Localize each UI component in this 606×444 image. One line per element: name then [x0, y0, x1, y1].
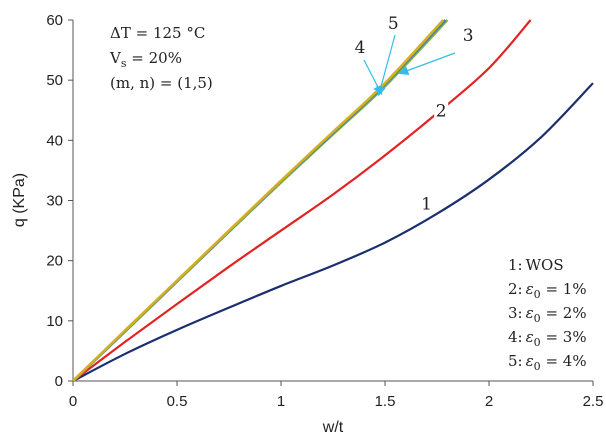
y-tick-label-1: 10 — [46, 313, 63, 330]
legend-entry-1: 1: WOS — [508, 256, 564, 274]
arrow-3 — [398, 52, 456, 76]
curve-label-2: 2 — [436, 101, 447, 121]
x-ticks: 0 0.5 1 1.5 2 2.5 — [69, 381, 604, 410]
curve-label-bg-2 — [434, 100, 449, 121]
curve-label-bg-3 — [461, 25, 476, 46]
y-tick-label-3: 30 — [46, 193, 63, 210]
x-tick-label-5: 2.5 — [583, 393, 604, 410]
legend: 1: WOS 2: ε0 = 1% 3: ε0 = 2% 4: ε0 = 3% 5: ε0 = 4… — [508, 256, 587, 373]
series-line-5 — [72, 19, 445, 382]
annotation-line2: Vs = 20% — [109, 49, 182, 70]
curve-label-1: 1 — [421, 195, 432, 215]
y-tick-label-6: 60 — [46, 12, 63, 29]
series-line-2 — [72, 19, 532, 382]
y-tick-label-0: 0 — [55, 373, 63, 390]
arrow-4 — [363, 59, 383, 96]
y-ticks: 0 10 20 30 40 50 60 — [46, 12, 73, 390]
annotation-line1: ΔT = 125 °C — [110, 24, 205, 42]
x-tick-label-2: 1 — [277, 393, 285, 410]
arrow-5 — [376, 34, 396, 97]
curve-label-5: 5 — [388, 14, 399, 34]
annotation-line3: (m, n) = (1,5) — [110, 74, 213, 92]
legend-entry-5: 5: ε0 = 4% — [508, 352, 587, 373]
curve-labels: 1 2 3 4 5 — [353, 13, 476, 215]
y-tick-label-2: 20 — [46, 253, 63, 270]
x-tick-label-0: 0 — [69, 393, 77, 410]
curve-label-bg-4 — [353, 37, 368, 58]
y-axis-label: q (KPa) — [11, 173, 28, 227]
label-arrows — [363, 34, 456, 97]
y-tick-label-5: 50 — [46, 72, 63, 89]
y-tick-label-4: 40 — [46, 132, 63, 149]
x-tick-label-3: 1.5 — [375, 393, 396, 410]
x-tick-label-4: 2 — [485, 393, 493, 410]
curve-label-3: 3 — [463, 26, 474, 46]
curve-label-bg-1 — [419, 193, 434, 214]
x-axis-label: w/t — [322, 419, 344, 436]
x-tick-label-1: 0.5 — [167, 393, 188, 410]
curve-label-4: 4 — [355, 38, 366, 58]
legend-entry-3: 3: ε0 = 2% — [508, 304, 587, 325]
legend-entry-4: 4: ε0 = 3% — [508, 328, 587, 349]
legend-entry-2: 2: ε0 = 1% — [508, 280, 587, 301]
annotation: ΔT = 125 °C Vs = 20% (m, n) = (1,5) — [109, 24, 213, 92]
series-line-1 — [72, 82, 594, 382]
curve-label-bg-5 — [386, 13, 401, 34]
